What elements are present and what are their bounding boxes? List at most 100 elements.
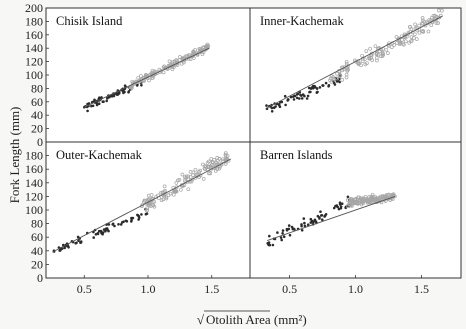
data-point-dark [290,225,294,229]
data-point-light [377,197,381,202]
data-point-light [208,171,213,176]
data-point-dark [77,239,80,242]
data-point-light [221,158,225,163]
data-point-dark [340,202,344,205]
x-tick-label: 0.5 [77,282,92,296]
data-point-light [363,198,368,203]
data-point-light [396,37,401,41]
data-point-light [382,196,387,200]
data-point-light [420,16,425,20]
data-point-light [191,49,196,54]
panel-title-background [256,145,362,163]
data-point-light [217,156,222,161]
data-point-dark [310,219,314,223]
data-point-light [208,164,213,169]
y-tick-label: 120 [25,189,43,203]
data-point-light [182,178,187,183]
data-point-dark [101,100,105,103]
data-point-dark [270,110,274,113]
data-point-light [150,200,155,205]
data-point-dark [281,232,284,235]
data-point-dark [298,97,301,100]
panel-frame [249,7,462,143]
data-point-light [394,35,399,39]
data-point-light [417,23,422,28]
data-point-dark [91,104,95,108]
data-point-light [412,32,417,37]
data-point-light [402,42,406,47]
data-point-dark [104,227,108,231]
data-point-dark [274,105,277,108]
data-point-dark [292,98,296,101]
data-point-light [180,56,185,60]
data-point-light [357,198,361,203]
y-tick-label: 80 [31,81,43,95]
panel-title-background [52,11,151,29]
data-point-light [209,156,214,161]
data-point-dark [86,102,89,106]
data-point-light [188,170,193,174]
data-point-light [191,173,195,177]
data-point-light [129,85,133,90]
data-point-dark [107,223,111,226]
data-point-light [137,79,142,84]
data-point-dark [324,213,328,216]
data-point-dark [283,94,287,98]
data-point-dark [332,206,336,210]
data-point-light [338,73,343,78]
data-point-dark [300,229,304,232]
data-point-dark [63,246,66,250]
data-point-light [203,163,207,168]
data-point-light [370,198,374,203]
data-point-light [175,61,180,65]
data-point-light [380,54,385,58]
data-point-dark [315,87,319,90]
x-axis-label: √ Otolith Area (mm²) [197,310,307,327]
y-tick-label: 0 [37,271,43,285]
data-point-dark [280,238,284,242]
data-point-light [214,160,219,165]
y-tick-label: 20 [31,122,43,136]
data-point-light [380,52,385,56]
panel-title: Barren Islands [260,148,333,162]
data-point-light [147,78,151,83]
data-point-light [387,192,391,197]
data-point-light [384,47,389,52]
data-point-dark [120,221,124,224]
panel-title: Outer-Kachemak [56,148,143,162]
data-point-light [373,44,378,49]
data-point-light [374,50,379,55]
data-point-light [368,46,372,51]
data-point-dark [300,97,304,100]
data-point-dark [270,106,274,110]
data-point-dark [303,221,306,225]
data-point-dark [287,98,290,101]
data-point-light [189,179,194,184]
data-point-dark [333,83,337,86]
data-point-dark [119,223,123,226]
data-point-light [143,199,147,203]
data-point-light [162,184,167,189]
data-point-dark [287,227,291,231]
data-point-dark [300,223,303,226]
data-point-dark [309,90,312,94]
data-point-light [180,172,185,177]
data-point-light [215,156,220,160]
data-point-light [337,74,342,79]
regression-line [52,158,232,253]
data-point-light [162,194,167,199]
y-tick-label: 60 [31,95,43,109]
data-point-dark [287,224,291,227]
data-point-light [161,65,166,70]
data-point-dark [314,220,318,223]
svg-text:Fork Length (mm): Fork Length (mm) [7,107,22,204]
data-point-dark [140,213,143,216]
data-point-light [159,69,163,73]
data-point-dark [130,220,133,223]
data-point-dark [288,233,292,237]
y-tick-label: 180 [25,14,43,28]
data-point-light [146,202,150,207]
data-point-dark [268,243,272,247]
data-point-dark [268,234,271,238]
